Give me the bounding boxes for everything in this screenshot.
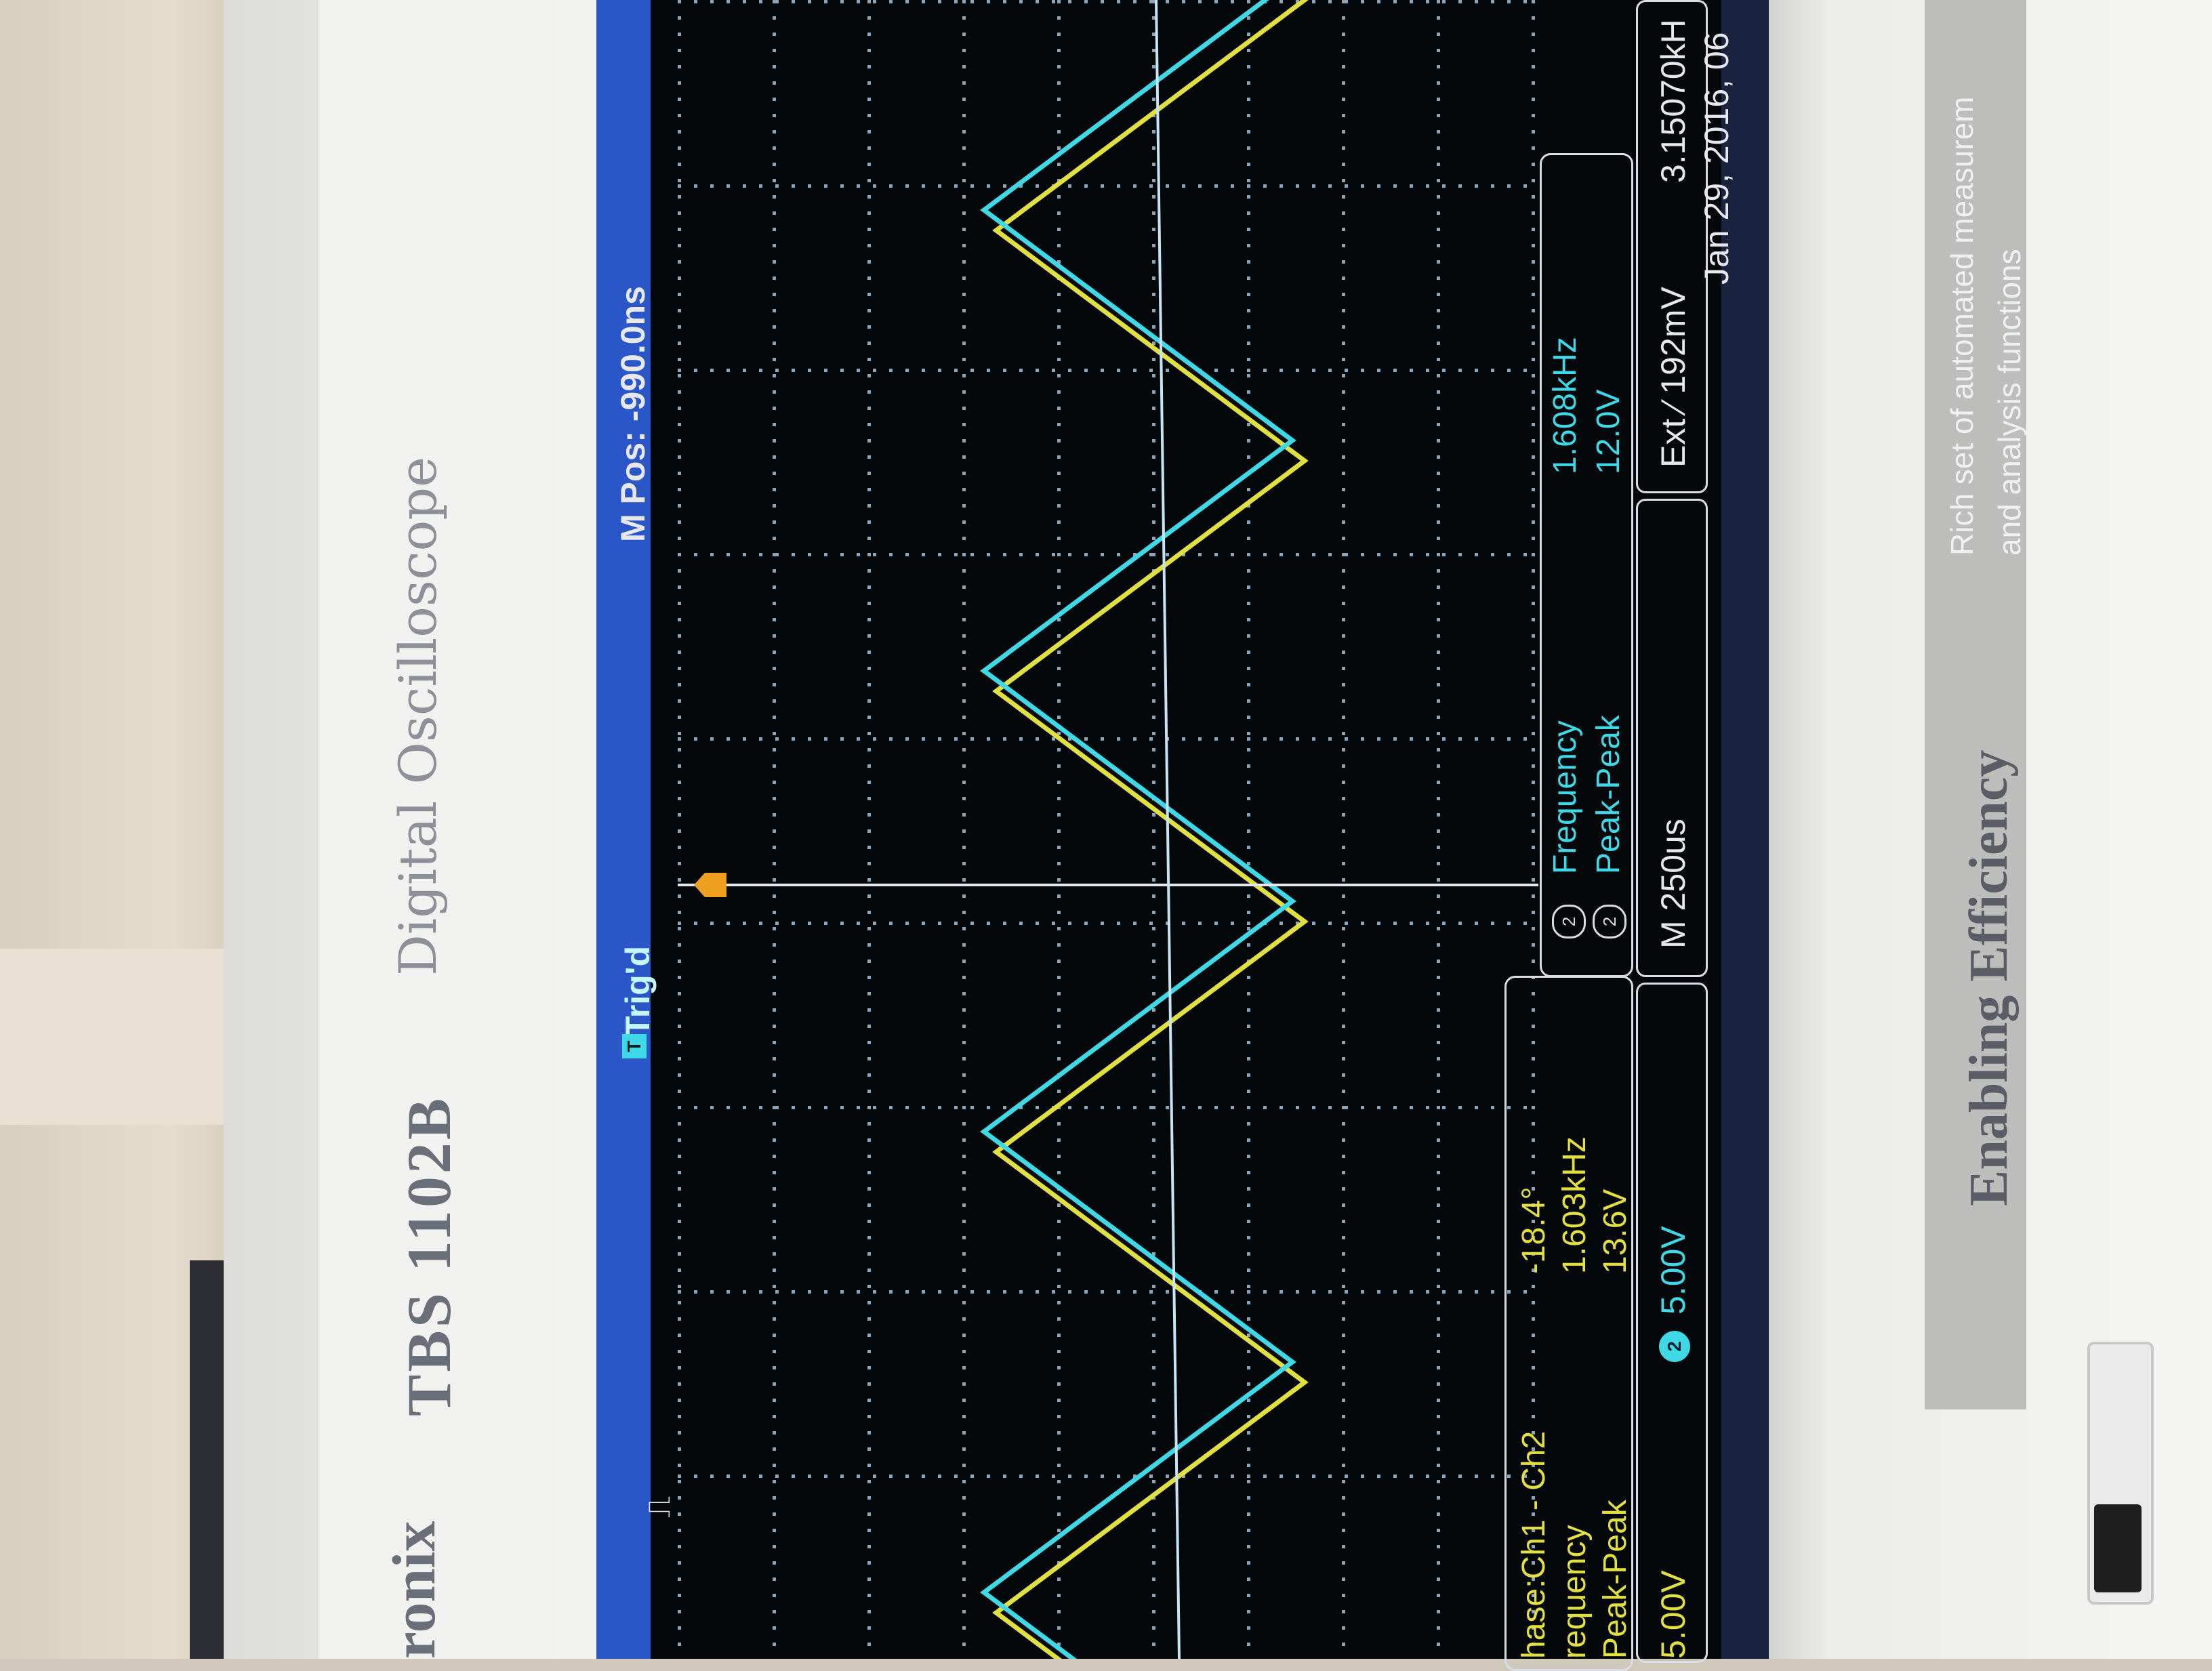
trigger-frequency-readout: 3.15070kH: [1654, 19, 1692, 183]
channel-scale-panel[interactable]: [1636, 983, 1708, 1663]
measurement-label: Peak-Peak: [1597, 1500, 1633, 1659]
screen-bottom-status-bar: [1721, 0, 1769, 1659]
trigger-panel[interactable]: [1636, 0, 1708, 493]
info-tag-band: [1925, 0, 2026, 1409]
measurement-value: 12.0V: [1591, 389, 1626, 474]
trigger-edge-icon: ⎍: [641, 1495, 676, 1518]
timebase-panel[interactable]: [1636, 499, 1708, 977]
screen-top-status-bar: [596, 0, 651, 1659]
trigger-state-readout: Trig'd: [619, 945, 657, 1037]
channel-2-trace: [980, 0, 1296, 1659]
trigger-position-marker: [694, 873, 726, 897]
horizontal-position-readout: M Pos: -990.0ns: [614, 286, 652, 542]
channel-2-badge: 2: [1659, 1331, 1690, 1362]
trigger-readout: Ext ⁄ 192mV: [1654, 287, 1692, 468]
measurement-value: -18.4°: [1516, 1187, 1552, 1274]
brand-strip: [319, 0, 562, 1659]
measurement-label: Peak-Peak: [1591, 715, 1626, 874]
channel-1-trace: [992, 0, 1309, 1659]
trigger-state-icon: T: [622, 1034, 647, 1058]
timebase-readout: M 250us: [1654, 819, 1692, 949]
channel-2-scale: 5.00V: [1654, 1226, 1692, 1315]
graticule-grid: [678, 0, 1535, 1646]
measurement-channel-badge: 2: [1593, 905, 1626, 938]
measurement-value: 1.608kHz: [1547, 337, 1583, 474]
cursor-vertical: [1155, 0, 1181, 1659]
measurement-value: 1.603kHz: [1557, 1136, 1593, 1274]
measurement-label: requency: [1557, 1525, 1593, 1659]
channel-1-scale: 5.00V: [1654, 1570, 1692, 1659]
measurement-label: hase:Ch1 - Ch2: [1516, 1430, 1552, 1659]
measurement-value: 13.6V: [1597, 1189, 1633, 1274]
date-readout: Jan 29, 2016, 06: [1698, 32, 1736, 285]
side-slot-button[interactable]: [2094, 1504, 2142, 1592]
measurement-label: Frequency: [1547, 720, 1583, 874]
measurement-channel-badge: 2: [1552, 905, 1586, 938]
